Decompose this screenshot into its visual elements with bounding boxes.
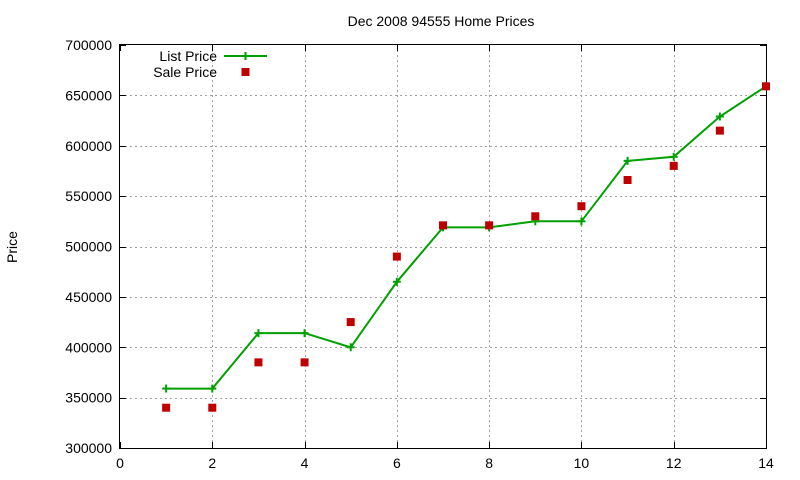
sale-price-point — [762, 82, 770, 91]
y-tick-label: 450000 — [65, 289, 112, 305]
chart-title: Dec 2008 94555 Home Prices — [348, 13, 535, 29]
series-line-list-price — [166, 85, 767, 390]
sale-price-point — [439, 221, 447, 230]
sale-price-point — [531, 212, 540, 221]
y-tick-label: 300000 — [65, 440, 112, 456]
sale-price-point — [208, 403, 217, 412]
sale-price-point — [392, 252, 401, 261]
sale-price-point — [162, 403, 171, 412]
y-tick-label: 400000 — [65, 339, 112, 355]
legend-marker-list-price — [241, 52, 250, 60]
x-tick-label: 0 — [116, 455, 124, 471]
x-tick-label: 2 — [208, 455, 216, 471]
sale-price-point — [577, 202, 586, 211]
list-price-point — [669, 152, 678, 161]
list-price-point — [162, 384, 171, 393]
y-tick-label: 550000 — [65, 188, 112, 204]
sale-price-point — [715, 126, 724, 135]
y-axis-label: Price — [4, 231, 20, 263]
list-price-point — [300, 329, 309, 338]
grid — [120, 45, 766, 448]
sale-price-point — [623, 176, 632, 185]
list-price-point — [208, 384, 217, 393]
list-price-point — [346, 343, 355, 352]
plot-frame — [119, 44, 767, 449]
list-price-point — [715, 112, 724, 121]
sale-price-point — [300, 358, 309, 367]
x-tick-label: 6 — [393, 455, 401, 471]
legend-label: List Price — [159, 48, 217, 64]
x-tick-label: 12 — [666, 455, 682, 471]
list-price-point — [254, 329, 263, 338]
y-tick-label: 350000 — [65, 390, 112, 406]
sale-price-point — [346, 318, 355, 327]
list-price-point — [577, 217, 586, 226]
y-tick-label: 700000 — [65, 37, 112, 53]
series-layer — [162, 82, 770, 412]
y-tick-label: 500000 — [65, 239, 112, 255]
axis-ticks: 0 2 4 6 8 10 12 14 300000 350000 400000 450000 50000… — [65, 37, 774, 471]
y-tick-label: 600000 — [65, 138, 112, 154]
list-price-point — [392, 277, 401, 286]
y-tick-label: 650000 — [65, 87, 112, 103]
x-tick-label: 14 — [758, 455, 774, 471]
x-tick-label: 10 — [574, 455, 590, 471]
x-tick-label: 8 — [485, 455, 493, 471]
sale-price-point — [669, 161, 678, 170]
list-price-point — [623, 156, 632, 165]
sale-price-point — [254, 358, 263, 367]
sale-price-point — [485, 221, 494, 230]
legend-label: Sale Price — [153, 64, 217, 80]
legend-marker-sale-price — [241, 68, 250, 76]
x-tick-label: 4 — [301, 455, 309, 471]
